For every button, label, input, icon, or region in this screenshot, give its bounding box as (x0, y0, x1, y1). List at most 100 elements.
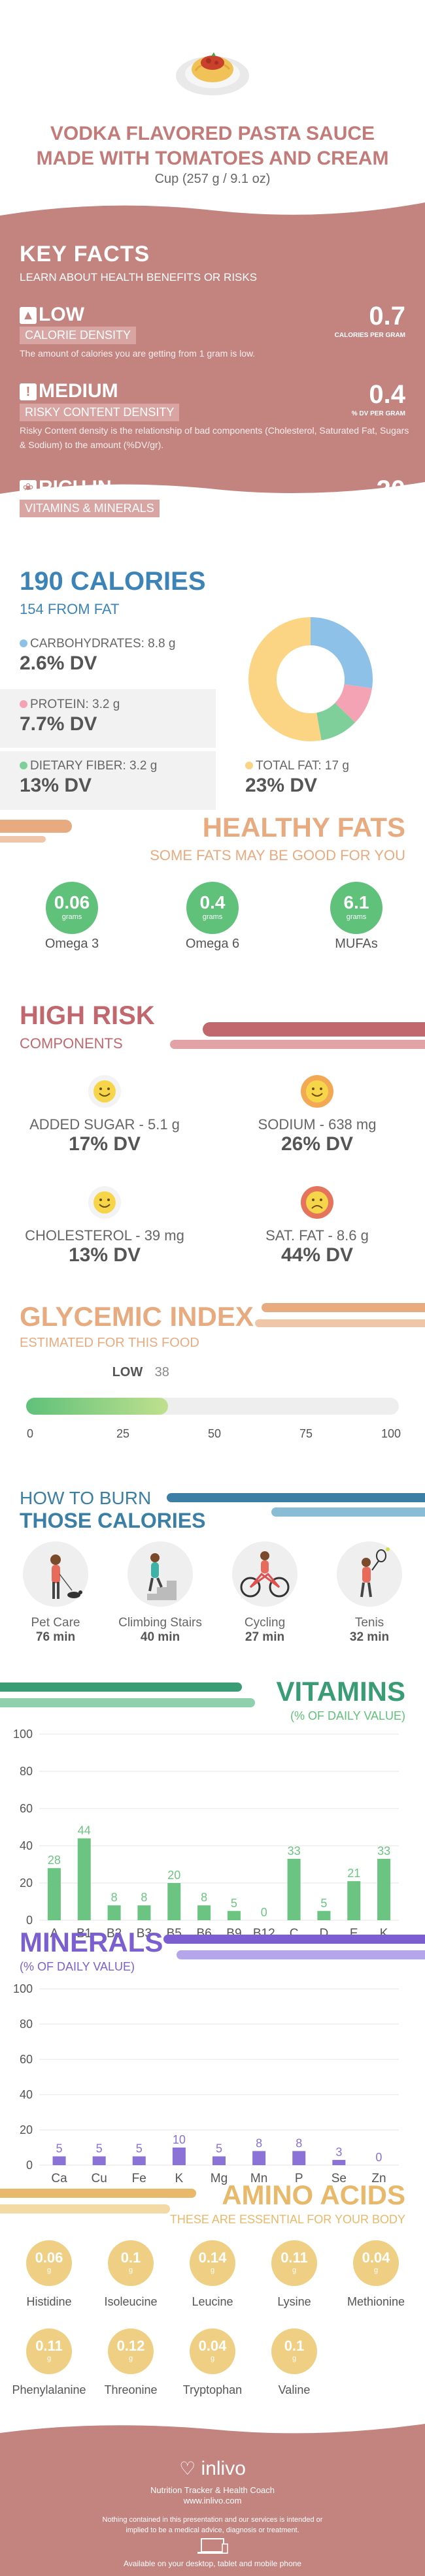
activity-cycling: Cycling 27 min (216, 1541, 314, 1645)
risk-cholesterol: CHOLESTEROL - 39 mg 13% DV (7, 1185, 203, 1266)
mineral-bar-K (172, 2148, 186, 2165)
vitamin-value-label: 5 (231, 1897, 237, 1910)
amino-leucine: 0.14 g Leucine (170, 2240, 255, 2309)
nutrient-protein: PROTEIN: 3.2 g 7.7% DV (20, 698, 120, 735)
donut-slice-protein (335, 684, 372, 723)
donut-slice-fat (248, 617, 322, 741)
mineral-y-tick: 0 (26, 2159, 33, 2172)
mineral-bar-P (292, 2151, 306, 2165)
brand-tagline: Nutrition Tracker & Health Coach (150, 2485, 275, 2495)
vitamin-y-tick: 0 (26, 1914, 33, 1927)
mineral-bar-Se (332, 2159, 346, 2165)
vitamins-bar-chart: 10080604020028A44B18B28B320B58B65B90B123… (13, 1728, 399, 1940)
protein-legend-dot (20, 700, 27, 708)
mineral-value-label: 8 (296, 2136, 302, 2149)
burn-title-line2: THOSE CALORIES (20, 1509, 206, 1532)
fat-omega-6: 0.4 grams Omega 6 (167, 882, 258, 952)
fat-bubble: 6.1 grams (330, 882, 382, 934)
wave-divider (0, 2420, 425, 2434)
mineral-category-label: K (175, 2172, 184, 2185)
brand-logo[interactable]: ♡ inlivo (179, 2458, 246, 2479)
calorie-density-value: 0.7 (369, 302, 405, 330)
amino-methionine: 0.04 g Methionine (333, 2240, 418, 2309)
vitamin-value-label: 8 (111, 1891, 118, 1904)
carbs-legend-dot (20, 639, 27, 647)
amino-bubble: 0.06 g (26, 2240, 72, 2286)
nutrient-carbohydrates: CARBOHYDRATES: 8.8 g 2.6% DV (20, 637, 176, 674)
decorative-stripe (0, 836, 46, 843)
vitamin-bar-B2 (107, 1905, 121, 1920)
activity-pet-care: Pet Care 76 min (7, 1541, 105, 1645)
amino-valine: 0.1 g Valine (252, 2328, 337, 2397)
happy-face-icon (300, 1074, 334, 1108)
vitamin-y-tick: 20 (20, 1876, 33, 1890)
calorie-density-level: ▲ LOW (20, 304, 84, 326)
fat-omega-3: 0.06 grams Omega 3 (26, 882, 118, 952)
amino-bubble: 0.12 g (108, 2328, 154, 2374)
vitamin-bar-E (347, 1881, 361, 1920)
wave-divider (0, 482, 425, 503)
vitamin-y-tick: 40 (20, 1839, 33, 1852)
donut-slice-fiber (316, 703, 356, 741)
vitamin-value-label: 20 (167, 1869, 180, 1882)
vitamin-category-label: A (50, 1927, 59, 1940)
minerals-title: MINERALS (20, 1927, 163, 1957)
glycemic-tick: 0 (26, 1427, 33, 1440)
mineral-bar-Mg (212, 2156, 226, 2165)
page-title: VODKA FLAVORED PASTA SAUCE MADE WITH TOM… (0, 121, 425, 171)
nutrient-fiber: DIETARY FIBER: 3.2 g 13% DV (20, 759, 158, 796)
vitamin-value-label: 28 (48, 1854, 61, 1867)
risky-density-level: ! MEDIUM (20, 380, 118, 402)
amino-acids-title: AMINO ACIDS (222, 2180, 405, 2210)
vitamin-bar-B1 (77, 1838, 91, 1920)
fat-bubble: 0.4 grams (186, 882, 239, 934)
page-title-line1: VODKA FLAVORED PASTA SAUCE (50, 123, 375, 144)
fat-legend-dot (245, 762, 253, 769)
amino-lysine: 0.11 g Lysine (252, 2240, 337, 2309)
mineral-value-label: 5 (216, 2142, 222, 2155)
vitamin-y-tick: 80 (20, 1765, 33, 1778)
vitamin-value-label: 8 (141, 1891, 147, 1904)
nutrient-highlight (0, 689, 216, 748)
activity-climbing-stairs: Climbing Stairs 40 min (111, 1541, 209, 1645)
disclaimer-text: Nothing contained in this presentation a… (102, 2516, 323, 2534)
mineral-y-tick: 20 (20, 2123, 33, 2136)
glycemic-subtitle: ESTIMATED FOR THIS FOOD (20, 1336, 199, 1350)
vitamins-density-label: VITAMINS & MINERALS (20, 500, 160, 517)
decorative-stripe (271, 1507, 425, 1517)
mineral-y-tick: 80 (20, 2018, 33, 2031)
vitamin-bar-C (287, 1858, 301, 1920)
decorative-stripe (0, 2189, 196, 2198)
vitamins-subtitle: (% OF DAILY VALUE) (290, 1709, 405, 1722)
serving-size: Cup (257 g / 9.1 oz) (154, 172, 271, 186)
risky-density-unit: % DV PER GRAM (351, 410, 405, 417)
amino-bubble: 0.11 g (26, 2328, 72, 2374)
warning-icon: ! (20, 383, 37, 400)
wave-divider (0, 196, 425, 216)
availability-text: Available on your desktop, tablet and mo… (124, 2559, 301, 2568)
glycemic-value: 38 (154, 1365, 169, 1379)
mineral-category-label: Mg (211, 2172, 228, 2185)
mineral-category-label: Zn (371, 2172, 386, 2185)
glycemic-tick: 25 (116, 1427, 130, 1440)
vitamin-value-label: 5 (320, 1897, 327, 1910)
amino-histidine: 0.06 g Histidine (7, 2240, 92, 2309)
fiber-legend-dot (20, 762, 27, 769)
page-title-line2: MADE WITH TOMATOES AND CREAM (36, 148, 389, 169)
amino-acids-subtitle: THESE ARE ESSENTIAL FOR YOUR BODY (169, 2213, 405, 2226)
amino-bubble: 0.1 g (108, 2240, 154, 2286)
vitamin-y-tick: 60 (20, 1802, 33, 1815)
stairs-icon (128, 1541, 193, 1607)
nutrient-fat: TOTAL FAT: 17 g 23% DV (245, 759, 349, 796)
decorative-stripe (163, 1935, 425, 1944)
decorative-stripe (177, 1950, 425, 1959)
vitamin-bar-D (317, 1910, 331, 1920)
vitamin-value-label: 21 (347, 1867, 360, 1880)
mineral-bar-Ca (52, 2156, 66, 2165)
brand-url-link[interactable]: www.inlivo.com (183, 2496, 242, 2505)
fat-bubble: 0.06 grams (46, 882, 98, 934)
vitamin-category-label: B1 (76, 1927, 92, 1940)
decorative-stripe (0, 1698, 255, 1707)
healthy-fats-section: HEALTHY FATS SOME FATS MAY BE GOOD FOR Y… (0, 810, 425, 1006)
